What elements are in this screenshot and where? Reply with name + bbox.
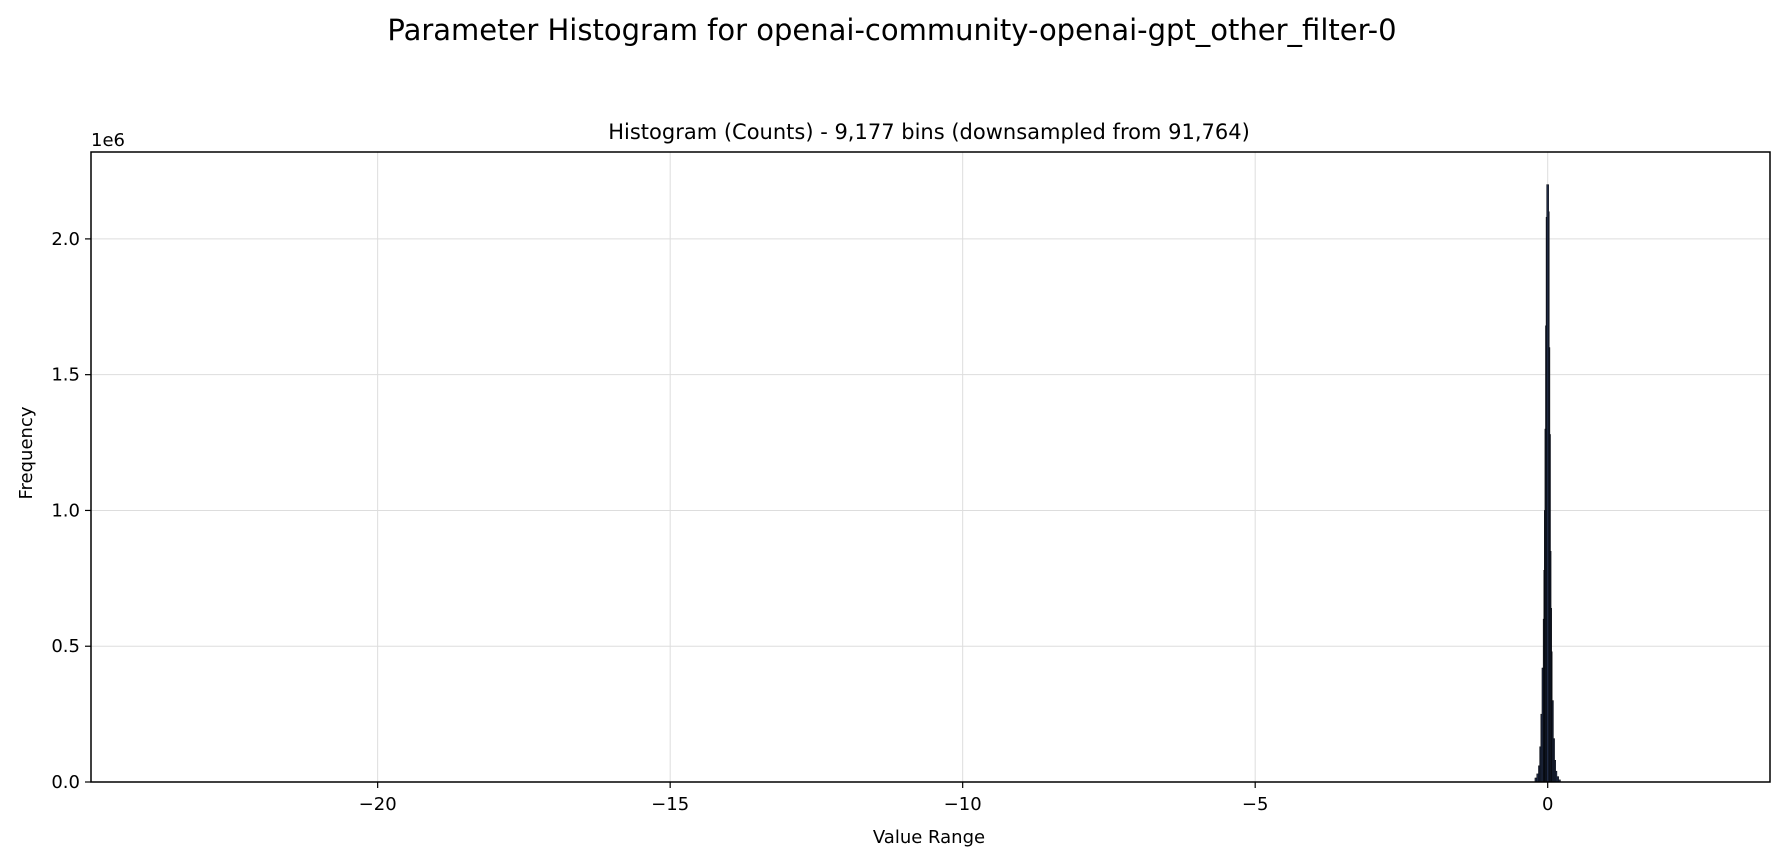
y-tick-label: 1.5 <box>51 365 80 386</box>
x-axis-label: Value Range <box>873 827 985 848</box>
x-tick-label: −20 <box>359 794 397 815</box>
y-axis-label: Frequency <box>16 406 37 499</box>
figure-title: Parameter Histogram for openai-community… <box>387 13 1397 47</box>
y-tick-label: 0.5 <box>51 636 80 657</box>
y-offset-label: 1e6 <box>91 130 125 151</box>
histogram-bars <box>1534 184 1561 783</box>
x-tick-label: −15 <box>651 794 689 815</box>
x-axis-ticks: −20 −15 −10 −5 0 <box>359 782 1553 815</box>
plot-frame <box>90 151 1771 783</box>
x-tick-label: 0 <box>1542 794 1553 815</box>
y-axis-ticks: 0.0 0.5 1.0 1.5 2.0 <box>51 229 91 793</box>
axes-title: Histogram (Counts) - 9,177 bins (downsam… <box>608 120 1250 144</box>
histogram-bar <box>1546 184 1549 783</box>
y-tick-label: 0.0 <box>51 772 80 793</box>
x-tick-label: −5 <box>1242 794 1269 815</box>
x-tick-label: −10 <box>944 794 982 815</box>
y-tick-label: 1.0 <box>51 500 80 521</box>
grid-lines <box>91 152 1770 783</box>
y-tick-label: 2.0 <box>51 229 80 250</box>
